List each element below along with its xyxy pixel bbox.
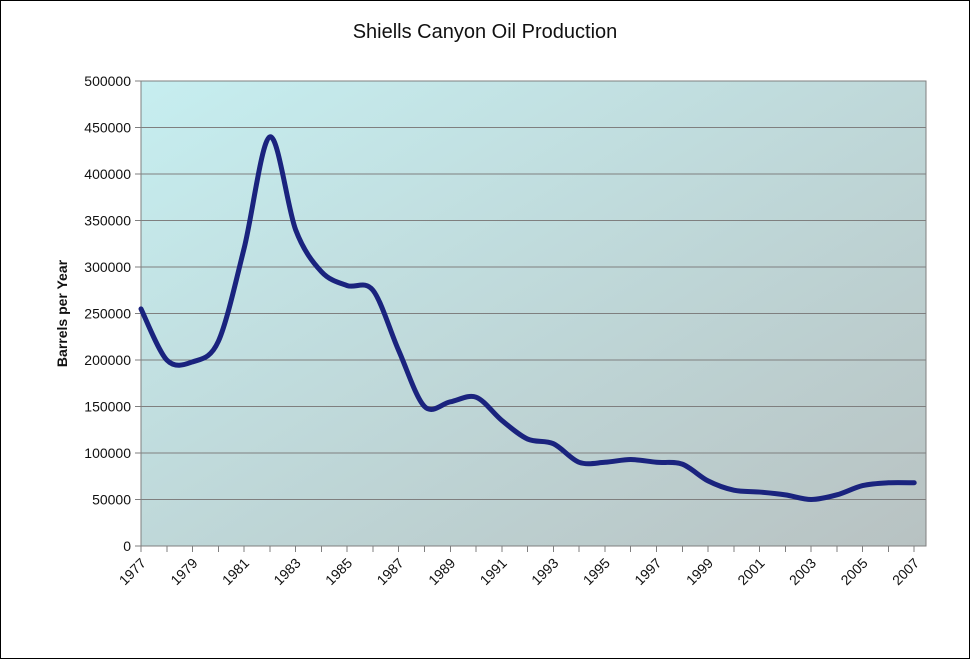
y-tick-label: 50000: [92, 492, 131, 508]
y-tick-label: 400000: [84, 166, 131, 182]
x-tick-label: 2001: [734, 555, 767, 588]
x-tick-label: 1997: [631, 555, 664, 588]
y-tick-label: 0: [123, 538, 131, 554]
x-tick-label: 1995: [580, 555, 613, 588]
y-tick-label: 250000: [84, 306, 131, 322]
x-tick-label: 1991: [477, 555, 510, 588]
x-tick-label: 2005: [837, 555, 870, 588]
x-tick-label: 2003: [786, 555, 819, 588]
x-tick-label: 1989: [425, 555, 458, 588]
x-tick-label: 1977: [116, 555, 149, 588]
chart-svg-container: 0 50000 100000 150000 200000 250000 300000 3500…: [31, 61, 941, 641]
chart-title: Shiells Canyon Oil Production: [1, 21, 969, 44]
x-tick-label: 1979: [167, 555, 200, 588]
x-tick-label: 2007: [889, 555, 922, 588]
y-tick-label: 300000: [84, 259, 131, 275]
chart-frame: Shiells Canyon Oil Production 0 50000 1000…: [0, 0, 970, 659]
y-tick-label: 150000: [84, 399, 131, 415]
x-tick-label: 1987: [373, 555, 406, 588]
y-tick-label: 100000: [84, 445, 131, 461]
x-tick-label: 1999: [683, 555, 716, 588]
y-tick-label: 450000: [84, 120, 131, 136]
y-tick-label: 350000: [84, 213, 131, 229]
x-tick-label: 1985: [322, 555, 355, 588]
y-tick-label: 500000: [84, 73, 131, 89]
x-tick-label: 1993: [528, 555, 561, 588]
y-axis-label: Barrels per Year: [54, 259, 70, 367]
chart-svg: 0 50000 100000 150000 200000 250000 300000 3500…: [31, 61, 941, 641]
x-tick-label: 1983: [270, 555, 303, 588]
y-tick-label: 200000: [84, 352, 131, 368]
x-tick-label: 1981: [219, 555, 252, 588]
